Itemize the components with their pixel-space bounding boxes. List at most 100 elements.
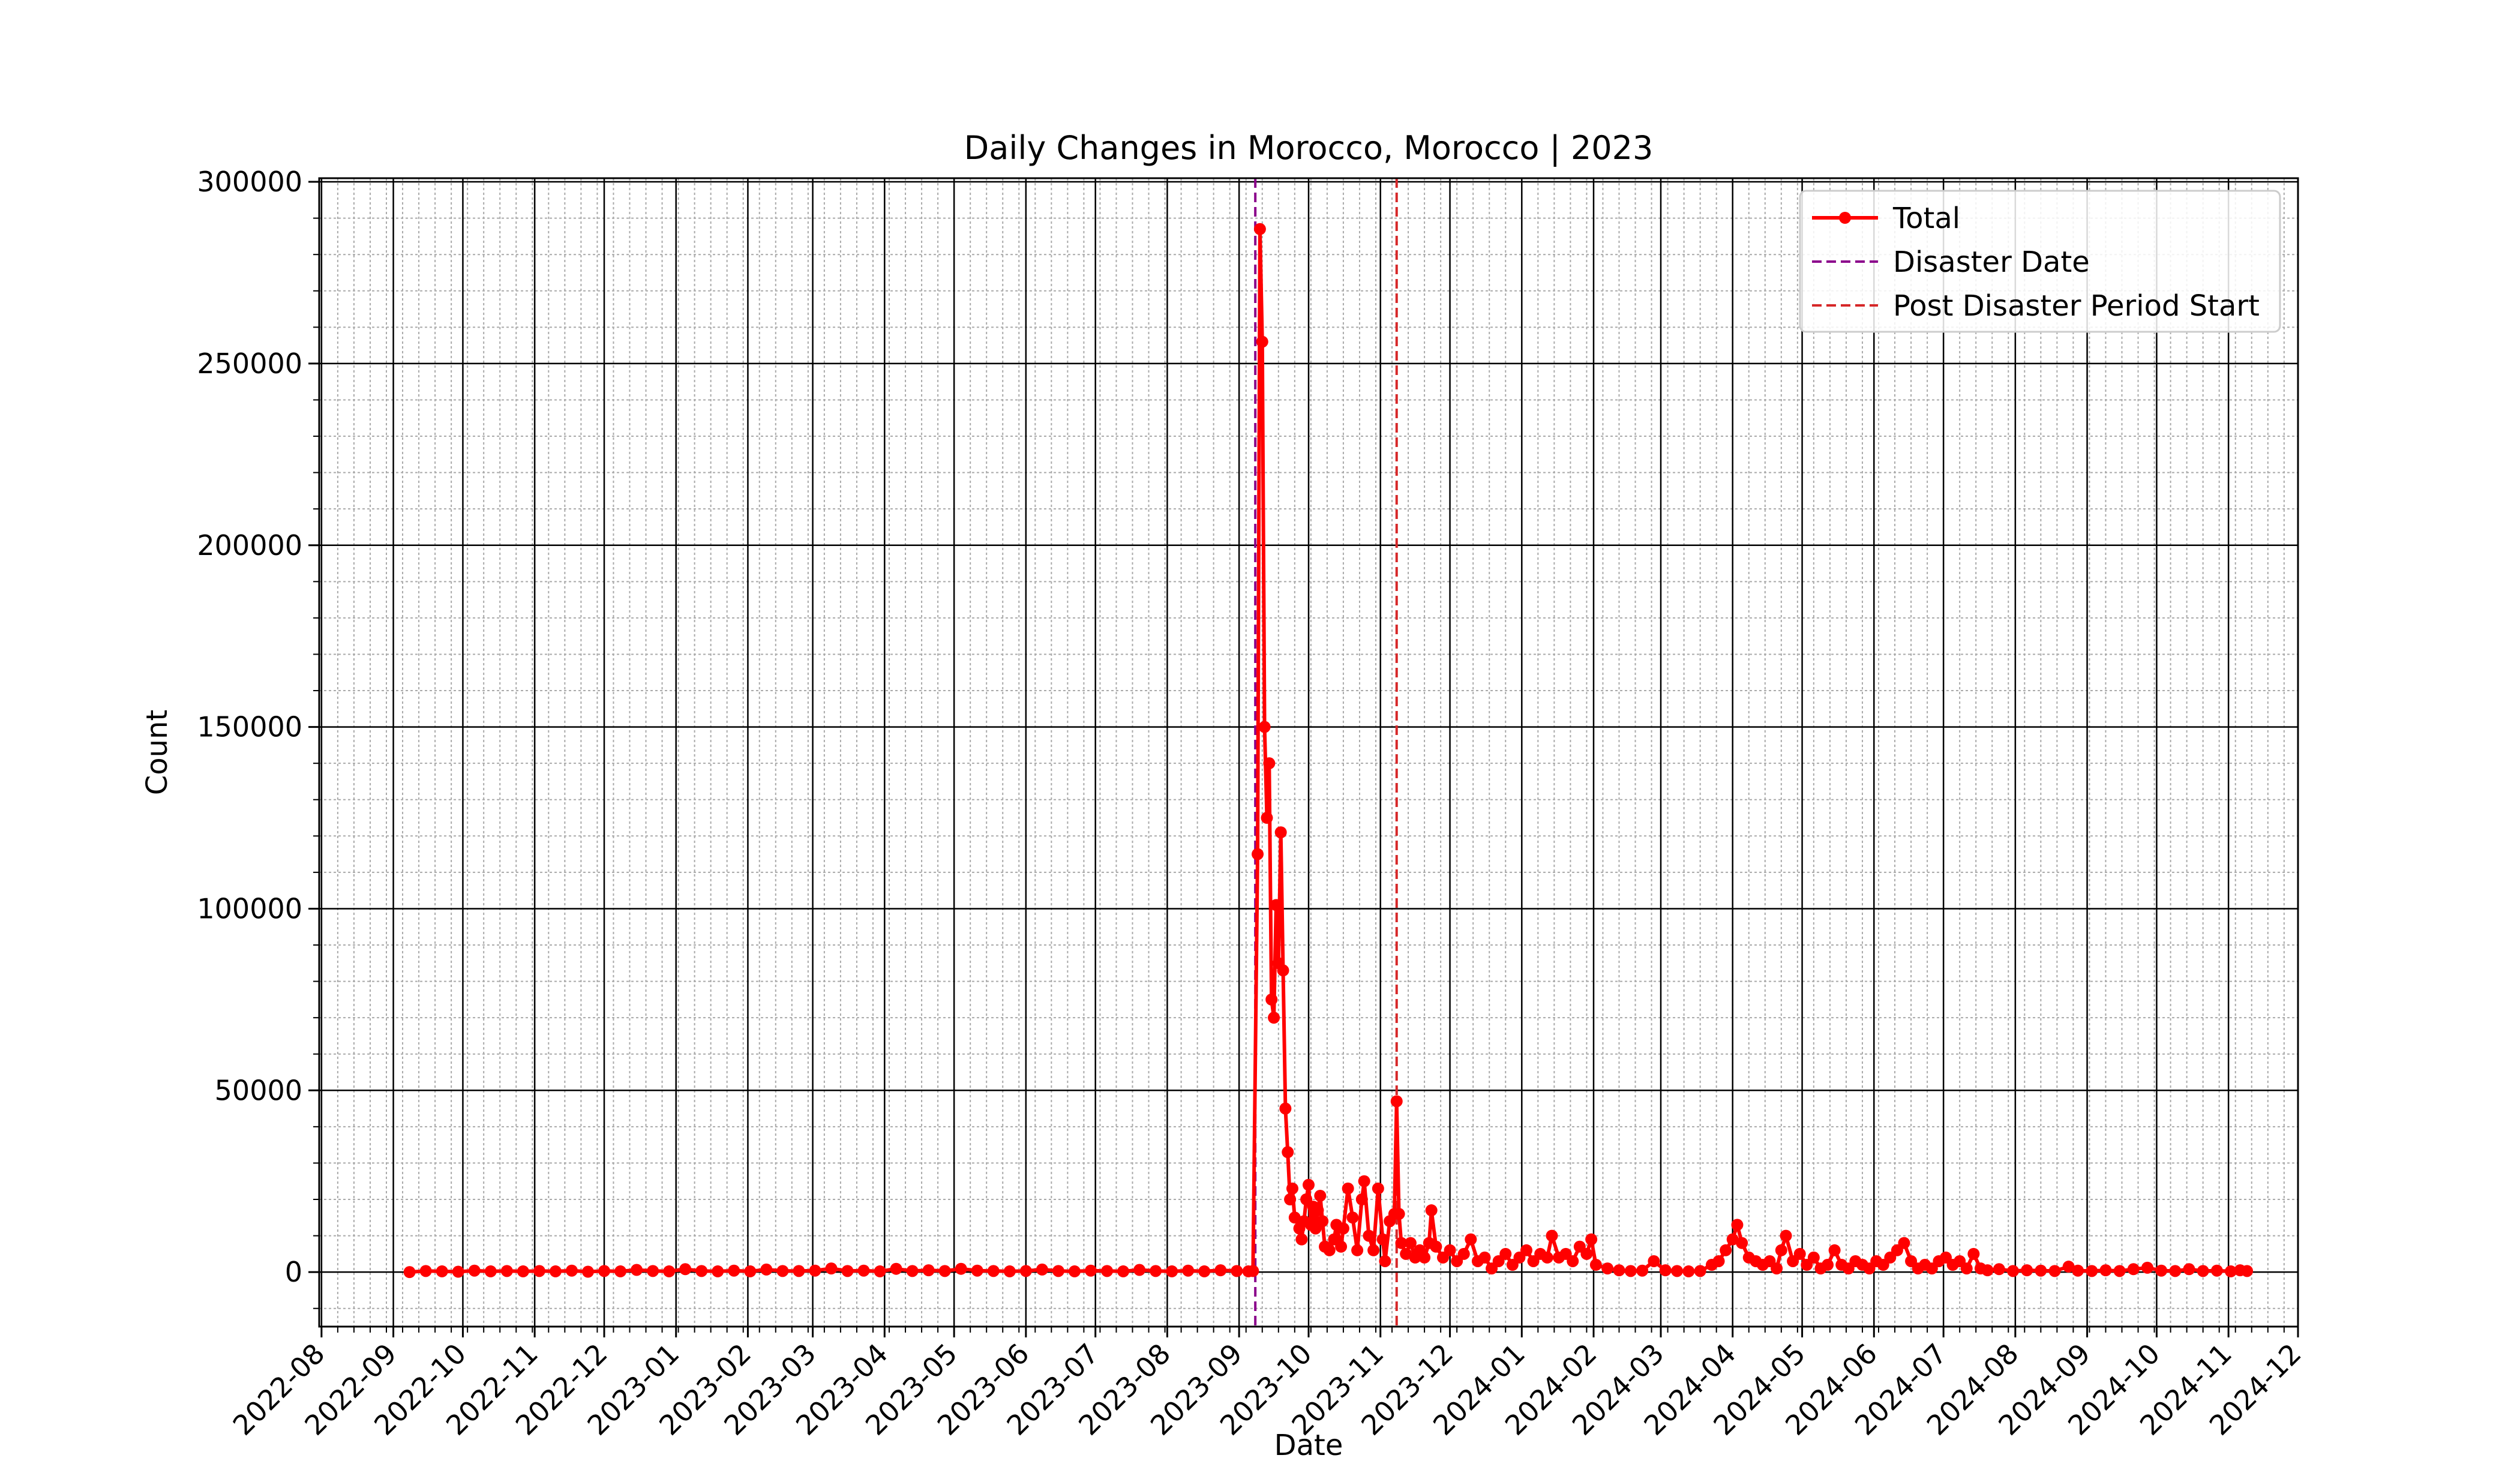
data-point [938, 1265, 951, 1277]
data-point [2113, 1265, 2126, 1277]
data-point [1636, 1264, 1649, 1277]
data-point [906, 1265, 919, 1277]
data-point [517, 1265, 529, 1277]
data-point [1316, 1215, 1329, 1228]
data-point [1342, 1182, 1354, 1195]
data-point [1585, 1233, 1598, 1246]
data-point [2169, 1265, 2182, 1277]
data-point [1981, 1264, 1994, 1277]
major-grid [319, 178, 2299, 1327]
legend-box [1799, 190, 2281, 333]
data-point [2197, 1265, 2209, 1277]
data-point [922, 1264, 935, 1277]
data-point [1624, 1265, 1637, 1277]
data-point [1101, 1265, 1114, 1277]
data-point [1363, 1229, 1375, 1242]
legend: Total Disaster Date Post Disaster Period S… [1799, 190, 2281, 333]
data-point [1898, 1237, 1910, 1249]
data-point [1265, 993, 1278, 1006]
data-point [2006, 1265, 2019, 1277]
data-point [1214, 1264, 1227, 1277]
data-point [857, 1264, 870, 1277]
data-point [1231, 1265, 1243, 1277]
data-point [1277, 964, 1289, 977]
data-point [468, 1264, 481, 1277]
data-point [1068, 1265, 1081, 1277]
data-point [2086, 1265, 2098, 1277]
data-point [1150, 1265, 1162, 1277]
data-point [1771, 1262, 1783, 1275]
data-point [1390, 1095, 1403, 1108]
data-point [1133, 1264, 1146, 1276]
data-point [2062, 1261, 2075, 1273]
legend-label: Disaster Date [1893, 245, 2090, 279]
y-axis-ticks: 0 50000 100000 150000 200000 250000 300000 [197, 166, 319, 1309]
y-tick-label: 50000 [215, 1074, 302, 1106]
data-point [1295, 1233, 1308, 1246]
series-layer [403, 223, 2254, 1279]
data-point [679, 1263, 692, 1276]
data-point [1404, 1237, 1417, 1249]
data-point [403, 1266, 416, 1279]
data-point [1828, 1244, 1841, 1256]
data-point [1520, 1244, 1533, 1256]
data-point [1286, 1182, 1298, 1195]
legend-label: Post Disaster Period Start [1893, 289, 2260, 323]
data-point [809, 1264, 821, 1277]
data-point [1567, 1255, 1579, 1267]
data-point [825, 1262, 838, 1275]
data-point [1252, 848, 1264, 860]
data-point [1268, 1012, 1280, 1024]
data-point [890, 1262, 902, 1275]
data-point [841, 1265, 854, 1277]
data-point [1780, 1229, 1792, 1242]
data-point [1960, 1262, 1973, 1275]
data-point [1457, 1247, 1470, 1260]
data-point [1793, 1247, 1806, 1260]
data-point [1712, 1255, 1725, 1267]
data-point [1358, 1175, 1370, 1187]
data-point [760, 1263, 773, 1276]
y-tick-label: 150000 [197, 711, 302, 743]
data-point [598, 1265, 611, 1277]
data-point [1425, 1204, 1438, 1217]
data-point [1084, 1264, 1097, 1277]
data-point [1967, 1247, 1980, 1260]
data-point [1337, 1222, 1349, 1235]
data-point [1395, 1237, 1408, 1249]
data-point [419, 1265, 432, 1277]
data-point [1323, 1244, 1336, 1256]
data-point [1613, 1264, 1625, 1277]
data-point [1284, 1193, 1297, 1206]
data-point [1418, 1251, 1431, 1264]
data-point [2099, 1264, 2112, 1277]
data-point [1400, 1247, 1412, 1260]
data-point [1694, 1265, 1706, 1277]
data-point [793, 1265, 805, 1277]
data-point [1731, 1219, 1744, 1231]
data-point [1775, 1244, 1787, 1256]
y-axis-label: Count [140, 710, 174, 796]
data-point [1253, 223, 1266, 235]
data-point [728, 1264, 740, 1277]
data-point [1198, 1265, 1211, 1277]
data-point [2210, 1264, 2223, 1277]
data-point [1274, 826, 1287, 839]
legend-marker [1839, 212, 1851, 224]
data-point [971, 1264, 983, 1277]
data-point [2048, 1265, 2061, 1277]
data-point [1279, 1102, 1292, 1115]
data-point [2127, 1263, 2140, 1276]
data-point [1648, 1255, 1660, 1267]
data-point [614, 1265, 627, 1277]
data-point [1117, 1265, 1130, 1277]
data-point [1589, 1259, 1602, 1271]
data-point [987, 1265, 1000, 1277]
data-point [1671, 1265, 1684, 1277]
data-point [1256, 335, 1268, 348]
data-point [1726, 1233, 1739, 1246]
data-point [1682, 1265, 1695, 1277]
series-line [409, 227, 2248, 1274]
data-point [1263, 757, 1276, 770]
